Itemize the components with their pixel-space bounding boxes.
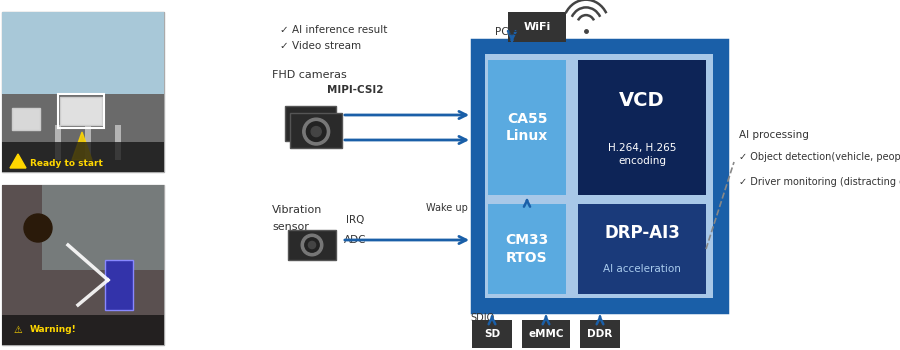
FancyBboxPatch shape [60,97,102,125]
Text: FHD cameras: FHD cameras [272,70,346,80]
FancyBboxPatch shape [291,113,342,148]
FancyBboxPatch shape [2,142,164,172]
Text: Ready to start: Ready to start [30,159,103,168]
FancyBboxPatch shape [284,106,337,141]
Text: AI processing: AI processing [739,130,809,140]
Text: DRP-AI3: DRP-AI3 [604,224,680,242]
Text: ⚠: ⚠ [14,325,22,335]
FancyBboxPatch shape [2,185,164,345]
Circle shape [309,241,316,248]
Text: PCIe: PCIe [496,27,518,37]
Text: ✓ Driver monitoring (distracting detection): ✓ Driver monitoring (distracting detecti… [739,177,900,187]
FancyBboxPatch shape [522,320,570,348]
Text: Wake up: Wake up [426,203,468,213]
FancyBboxPatch shape [42,185,164,270]
FancyBboxPatch shape [488,60,566,195]
FancyBboxPatch shape [508,12,566,42]
Text: VCD: VCD [619,91,665,110]
FancyBboxPatch shape [115,125,121,160]
Circle shape [302,234,323,256]
Text: eMMC: eMMC [528,329,563,339]
FancyBboxPatch shape [580,320,620,348]
FancyBboxPatch shape [472,320,512,348]
Text: H.264, H.265
encoding: H.264, H.265 encoding [608,143,676,166]
FancyBboxPatch shape [85,125,91,160]
Text: DDR: DDR [588,329,613,339]
FancyBboxPatch shape [2,12,164,95]
FancyBboxPatch shape [105,260,133,310]
Text: SDIO: SDIO [470,313,494,323]
FancyBboxPatch shape [485,54,713,298]
FancyBboxPatch shape [578,60,706,195]
Text: ✓ AI inference result
✓ Video stream: ✓ AI inference result ✓ Video stream [280,25,387,51]
FancyBboxPatch shape [472,40,727,312]
Text: CM33
RTOS: CM33 RTOS [506,233,549,265]
Text: sensor: sensor [272,222,309,232]
Circle shape [24,214,52,242]
FancyBboxPatch shape [578,204,706,294]
Circle shape [311,127,321,136]
Text: AI acceleration: AI acceleration [603,264,681,274]
FancyBboxPatch shape [2,94,164,172]
Text: SD: SD [484,329,500,339]
Circle shape [306,122,326,141]
FancyBboxPatch shape [2,185,164,345]
Text: ✓ Object detection(vehicle, people, etc): ✓ Object detection(vehicle, people, etc) [739,152,900,162]
Polygon shape [10,154,26,168]
FancyBboxPatch shape [55,125,61,160]
FancyBboxPatch shape [488,204,566,294]
Text: IRQ: IRQ [346,215,365,225]
Text: ADC: ADC [344,235,366,245]
FancyBboxPatch shape [288,230,336,260]
Text: WiFi: WiFi [524,22,551,32]
FancyBboxPatch shape [12,108,40,130]
Text: Vibration: Vibration [272,205,322,215]
Text: MIPI-CSI2: MIPI-CSI2 [327,85,383,95]
Text: Warning!: Warning! [30,326,76,335]
FancyBboxPatch shape [2,315,164,345]
Polygon shape [72,132,92,160]
FancyBboxPatch shape [2,12,164,172]
Circle shape [302,118,329,145]
Text: CA55
Linux: CA55 Linux [506,112,548,143]
Text: ⚠: ⚠ [14,158,22,168]
Circle shape [305,238,320,252]
